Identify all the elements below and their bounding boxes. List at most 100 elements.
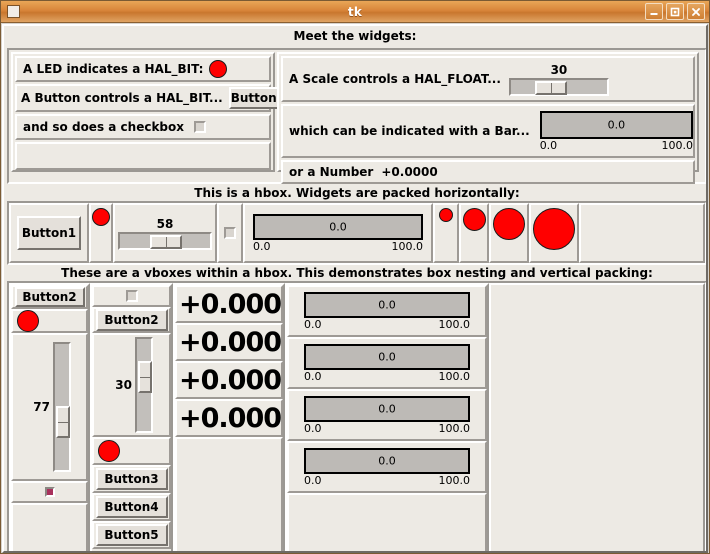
bar-max-label: 100.0 <box>661 138 694 152</box>
vbox4-filler <box>287 493 487 551</box>
vbox3-filler <box>175 437 283 551</box>
vbox-column-empty <box>489 283 705 551</box>
led-row-label: A LED indicates a HAL_BIT: <box>23 62 204 76</box>
vbox4-bar-min-3: 0.0 <box>304 421 322 435</box>
vbox2-checkbox[interactable] <box>125 290 138 302</box>
scale-trough[interactable] <box>508 77 609 96</box>
vbox4-bar-1: 0.0 0.0 100.0 <box>304 291 471 331</box>
vbox-column-4: 0.0 0.0 100.0 0.0 <box>285 283 489 551</box>
vbox2-led <box>98 440 120 462</box>
vbox4-bar-max-3: 100.0 <box>438 421 471 435</box>
vbox2-button2[interactable]: Button2 <box>95 309 168 331</box>
vbox1-scale-trough[interactable] <box>53 342 71 472</box>
vbox-column-1: Button2 77 <box>9 283 90 551</box>
hbox-bar-cell: 0.0 0.0 100.0 <box>243 203 433 263</box>
hal-float-bar: 0.0 0.0 100.0 <box>539 110 693 152</box>
hal-bit-button[interactable]: Button <box>228 87 279 109</box>
hbox-scale-cell: 58 <box>113 203 217 263</box>
hbox-led-medium <box>462 208 486 231</box>
vbox2-led-cell <box>92 437 171 465</box>
vbox2-button5[interactable]: Button5 <box>95 524 168 546</box>
vbox4-bar-min-2: 0.0 <box>304 369 322 383</box>
vbox4-bar-value-1: 0.0 <box>378 298 396 311</box>
hbox-bar-track: 0.0 <box>253 213 423 240</box>
vbox4-bar-range-4: 0.0 100.0 <box>304 474 470 487</box>
vbox2-button3[interactable]: Button3 <box>95 468 168 490</box>
scale-thumb[interactable] <box>534 80 567 95</box>
hbox-led-large <box>493 208 525 240</box>
minimize-icon[interactable] <box>645 3 663 20</box>
number-row: or a Number +0.0000 <box>281 160 695 184</box>
number-row-value: +0.0000 <box>381 165 438 179</box>
vbox4-bar-range-2: 0.0 100.0 <box>304 370 470 383</box>
vbox2-button4-cell: Button4 <box>92 493 171 521</box>
vbox1-indicator-square <box>44 487 55 497</box>
button-row-label: A Button controls a HAL_BIT... <box>21 91 223 105</box>
hbox-button1[interactable]: Button1 <box>17 216 81 250</box>
hbox-filler <box>579 203 705 263</box>
maximize-icon[interactable] <box>666 3 684 20</box>
vbox2-scale-trough[interactable] <box>135 337 153 433</box>
hbox-scale-thumb[interactable] <box>150 234 182 249</box>
bar-value: 0.0 <box>607 118 626 131</box>
vbox2-scale[interactable]: 30 <box>110 337 153 433</box>
vbox4-bar-cell-2: 0.0 0.0 100.0 <box>287 337 487 389</box>
window-menu-icon[interactable] <box>7 5 20 18</box>
hbox-checkbox[interactable] <box>224 227 236 239</box>
vbox1-scale-value: 77 <box>33 400 50 414</box>
vbox2-button3-cell: Button3 <box>92 465 171 493</box>
bar-min-label: 0.0 <box>539 138 558 152</box>
vbox1-scale[interactable]: 77 <box>28 342 71 472</box>
vbox4-bar-min-1: 0.0 <box>304 317 322 331</box>
hbox-led-xlarge <box>533 208 575 250</box>
vbox4-bar-track-4: 0.0 <box>304 447 470 474</box>
top-left-filler <box>15 142 271 170</box>
vbox1-button2[interactable]: Button2 <box>14 287 85 307</box>
hbox-scale[interactable]: 58 <box>118 217 212 250</box>
vbox2-button4[interactable]: Button4 <box>95 496 168 518</box>
client-area: Meet the widgets: A LED indicates a HAL_… <box>2 24 708 553</box>
hbox-led-cell-4 <box>529 203 579 263</box>
vbox-column-2: Button2 30 Button3 <box>90 283 173 551</box>
hbox-section-header: This is a hbox. Widgets are packed horiz… <box>194 186 520 200</box>
close-icon[interactable] <box>687 3 705 20</box>
scale-row-label: A Scale controls a HAL_FLOAT... <box>289 72 501 86</box>
vbox4-bar-4: 0.0 0.0 100.0 <box>304 447 470 487</box>
hbox-bar: 0.0 0.0 100.0 <box>253 213 423 253</box>
vbox1-led <box>17 310 39 332</box>
scale-row: A Scale controls a HAL_FLOAT... 30 <box>281 56 695 102</box>
vbox-section-header: These are a vboxes within a hbox. This d… <box>61 266 653 280</box>
hal-bit-checkbox[interactable] <box>194 121 207 133</box>
hbox-led-cell <box>89 203 113 263</box>
hbox-scale-trough[interactable] <box>118 231 212 250</box>
led-row: A LED indicates a HAL_BIT: <box>15 56 271 82</box>
vbox3-number-3: +0.000 <box>179 364 282 396</box>
vbox4-bar-cell-3: 0.0 0.0 100.0 <box>287 389 487 441</box>
hbox-led-small <box>439 208 453 222</box>
vbox2-scale-thumb[interactable] <box>138 361 152 393</box>
hbox-button-cell: Button1 <box>9 203 89 263</box>
vbox4-bar-3: 0.0 0.0 100.0 <box>304 395 470 435</box>
vbox-section: Button2 77 <box>7 281 706 551</box>
vbox1-filler <box>11 503 88 551</box>
vbox4-bar-range-3: 0.0 100.0 <box>304 422 470 435</box>
vbox3-number-cell-1: +0.000 <box>175 285 283 323</box>
vbox4-bar-value-4: 0.0 <box>378 454 396 467</box>
hbox-led <box>92 208 110 226</box>
vbox4-bar-max-2: 100.0 <box>438 369 471 383</box>
vbox3-number-1: +0.000 <box>179 288 282 320</box>
checkbox-row-label: and so does a checkbox <box>23 120 185 134</box>
vbox-container: Button2 77 <box>9 283 705 551</box>
vbox4-bar-max-1: 100.0 <box>438 317 471 331</box>
hal-bit-led <box>209 60 228 78</box>
title-bar[interactable]: tk <box>1 1 709 23</box>
checkbox-row: and so does a checkbox <box>15 114 271 140</box>
vbox3-number-cell-3: +0.000 <box>175 361 283 399</box>
vbox3-number-cell-4: +0.000 <box>175 399 283 437</box>
bar-range: 0.0 100.0 <box>540 139 693 152</box>
hal-float-scale[interactable]: 30 <box>508 63 609 96</box>
top-left-frame: A LED indicates a HAL_BIT: A Button cont… <box>11 52 279 172</box>
vbox1-scale-thumb[interactable] <box>56 406 70 438</box>
hbox-section: Button1 58 <box>7 201 706 265</box>
